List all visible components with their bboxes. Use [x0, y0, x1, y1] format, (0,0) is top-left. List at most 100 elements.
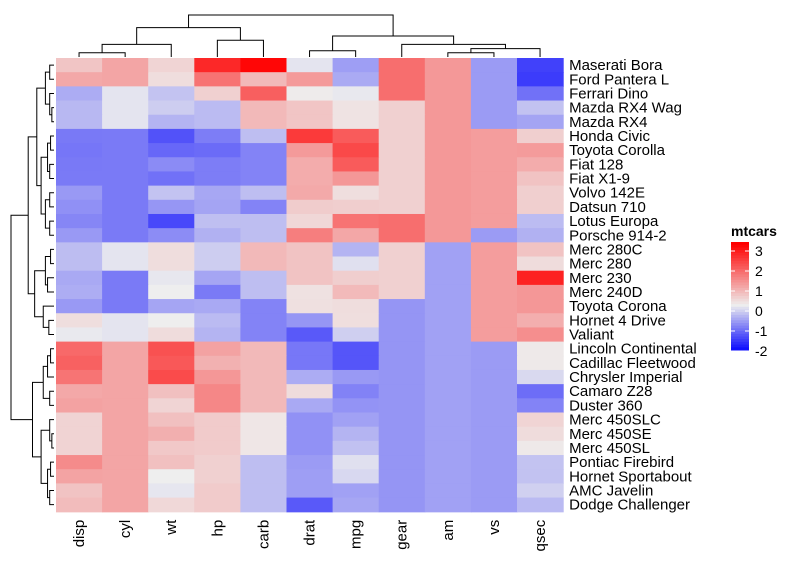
heatmap-cell	[332, 228, 380, 243]
heatmap-cell	[148, 497, 195, 513]
dendrogram-branch	[50, 248, 54, 265]
row-label: Camaro Z28	[569, 383, 652, 400]
heatmap-cell	[148, 426, 195, 442]
dendrogram-branch	[47, 142, 51, 172]
heatmap-cell	[470, 426, 518, 442]
heatmap-cell	[194, 355, 241, 371]
heatmap-cell	[470, 497, 518, 513]
heatmap-cell	[517, 483, 564, 499]
heatmap-cell	[470, 256, 518, 272]
heatmap-cell	[470, 455, 518, 470]
legend-swatch	[731, 301, 749, 305]
column-labels: disp cyl wt hp carb drat mpg gear am vs qsec	[71, 519, 549, 552]
heatmap-cell	[148, 256, 195, 272]
heatmap-cell	[240, 327, 288, 343]
heatmap-cell	[240, 199, 288, 215]
heatmap-cell	[240, 72, 288, 87]
column-label: cyl	[117, 520, 134, 538]
heatmap-cell	[332, 483, 380, 499]
legend-swatch	[731, 255, 749, 259]
heatmap-cell	[148, 355, 195, 371]
heatmap-cell	[102, 426, 149, 442]
heatmap-cell	[517, 72, 564, 87]
heatmap-cell	[517, 355, 564, 371]
heatmap-cell	[240, 412, 288, 428]
row-label: Toyota Corona	[569, 298, 667, 315]
heatmap-cell	[517, 341, 564, 357]
dendrogram-branch	[47, 468, 51, 499]
dendrogram-branch	[49, 64, 54, 80]
heatmap-cell	[378, 455, 426, 470]
heatmap-cell	[102, 86, 149, 102]
dendrogram-branch	[49, 390, 54, 406]
legend-swatch	[731, 279, 749, 283]
heatmap-cell	[148, 412, 195, 428]
heatmap-cell	[56, 143, 103, 158]
heatmap-cell	[378, 86, 426, 102]
heatmap-cell	[378, 469, 426, 484]
column-label: vs	[486, 520, 503, 535]
heatmap-cell	[194, 426, 241, 442]
heatmap-cell	[102, 299, 149, 314]
heatmap-cells	[56, 58, 564, 513]
heatmap-cell	[56, 72, 103, 87]
heatmap-cell	[240, 384, 288, 399]
heatmap-cell	[424, 398, 472, 414]
legend-swatch	[731, 252, 749, 256]
heatmap-cell	[148, 327, 195, 343]
row-label: Merc 450SLC	[569, 412, 661, 429]
heatmap-cell	[517, 86, 564, 102]
heatmap-cell	[517, 171, 564, 187]
legend: mtcars 3 2 1 0 -1 -2	[731, 223, 777, 359]
heatmap-cell	[424, 143, 472, 158]
heatmap-cell	[56, 213, 103, 229]
row-label: Merc 280C	[569, 241, 643, 258]
heatmap-cell	[102, 355, 149, 371]
heatmap-cell	[286, 341, 334, 357]
heatmap-cell	[56, 469, 103, 484]
legend-tick-label: 3	[755, 243, 763, 259]
heatmap-cell	[194, 72, 241, 87]
heatmap-cell	[102, 440, 149, 456]
column-label: mpg	[348, 520, 365, 549]
dendrogram-branch	[44, 199, 50, 229]
heatmap-cell	[194, 171, 241, 187]
heatmap-cell	[102, 270, 149, 286]
legend-swatch	[731, 263, 749, 267]
heatmap-cell	[56, 440, 103, 456]
heatmap-cell	[102, 58, 149, 73]
heatmap-cell	[240, 369, 288, 385]
dendrogram-branch	[49, 220, 54, 236]
heatmap-cell	[332, 58, 380, 73]
heatmap-cell	[517, 398, 564, 414]
heatmap-cell	[56, 157, 103, 173]
heatmap-cell	[148, 384, 195, 399]
heatmap-cell	[286, 299, 334, 314]
legend-swatch	[731, 320, 749, 324]
heatmap-cell	[332, 455, 380, 470]
heatmap-cell	[424, 341, 472, 357]
heatmap-cell	[56, 313, 103, 329]
dendrogram-branch	[34, 270, 46, 318]
heatmap-cell	[286, 199, 334, 215]
column-label: gear	[394, 520, 411, 550]
legend-swatch	[731, 325, 749, 329]
heatmap-cell	[148, 100, 195, 116]
heatmap-cell	[286, 86, 334, 102]
heatmap-cell	[148, 284, 195, 300]
heatmap-cell	[470, 270, 518, 286]
heatmap-cell	[148, 270, 195, 286]
heatmap-cell	[378, 327, 426, 343]
legend-swatch	[731, 242, 749, 246]
heatmap-cell	[470, 242, 518, 258]
heatmap-cell	[332, 497, 380, 513]
heatmap-cell	[194, 284, 241, 300]
heatmap-cell	[378, 114, 426, 130]
heatmap-cell	[470, 213, 518, 229]
heatmap-cell	[56, 398, 103, 414]
heatmap-cell	[378, 256, 426, 272]
dendrogram-branch	[78, 52, 126, 57]
legend-swatch	[731, 290, 749, 294]
heatmap-cell	[470, 440, 518, 456]
